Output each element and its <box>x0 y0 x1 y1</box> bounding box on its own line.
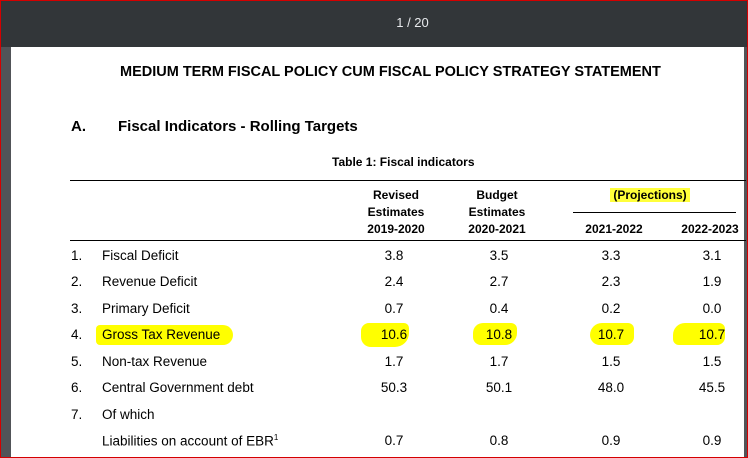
viewer-toolbar: 1 / 20 <box>0 0 748 47</box>
header-2021-2022: 2021-2022 <box>585 222 643 236</box>
section-title: Fiscal Indicators - Rolling Targets <box>118 118 358 135</box>
document-title: MEDIUM TERM FISCAL POLICY CUM FISCAL POL… <box>120 64 661 80</box>
highlight-mark <box>473 323 517 345</box>
header-revised-estimates: Revised Estimates 2019-2020 <box>367 188 425 236</box>
document-page <box>11 47 744 458</box>
table-header-rule <box>70 240 746 241</box>
projections-rule <box>573 212 736 213</box>
highlight-mark <box>590 323 634 345</box>
table-top-rule <box>70 180 746 181</box>
viewer-left-gutter <box>0 47 11 458</box>
header-2022-2023: 2022-2023 <box>681 222 739 236</box>
highlight-mark <box>673 323 725 345</box>
highlight-mark <box>361 323 409 347</box>
header-projections: (Projections) <box>600 187 700 204</box>
section-letter: A. <box>71 118 86 135</box>
page-indicator[interactable]: 1 / 20 <box>396 15 429 30</box>
table-caption: Table 1: Fiscal indicators <box>332 155 475 169</box>
highlight-mark <box>96 325 233 345</box>
viewer-scrollbar[interactable] <box>744 47 748 458</box>
header-budget-estimates: Budget Estimates 2020-2021 <box>468 188 526 236</box>
